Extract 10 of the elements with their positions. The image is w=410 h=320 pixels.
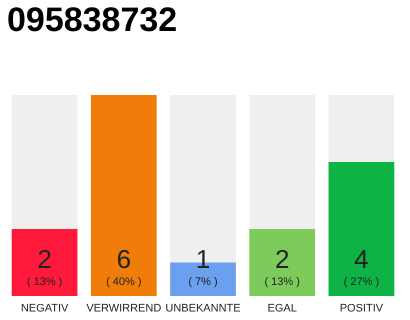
data-label: 2 ( 13% ): [264, 244, 300, 288]
data-label: 4 ( 27% ): [344, 244, 380, 288]
x-tick-label: POSITIV: [340, 302, 384, 314]
data-label: 6 ( 40% ): [106, 244, 142, 288]
x-tick-label: UNBEKANNTE: [165, 302, 241, 314]
chart-title: 095838732: [7, 1, 178, 39]
x-tick-label: NEGATIV: [20, 302, 69, 314]
x-tick-label: EGAL: [268, 302, 297, 314]
data-label: 2 ( 13% ): [26, 244, 62, 288]
x-tick-label: VERWIRREND: [86, 302, 162, 314]
